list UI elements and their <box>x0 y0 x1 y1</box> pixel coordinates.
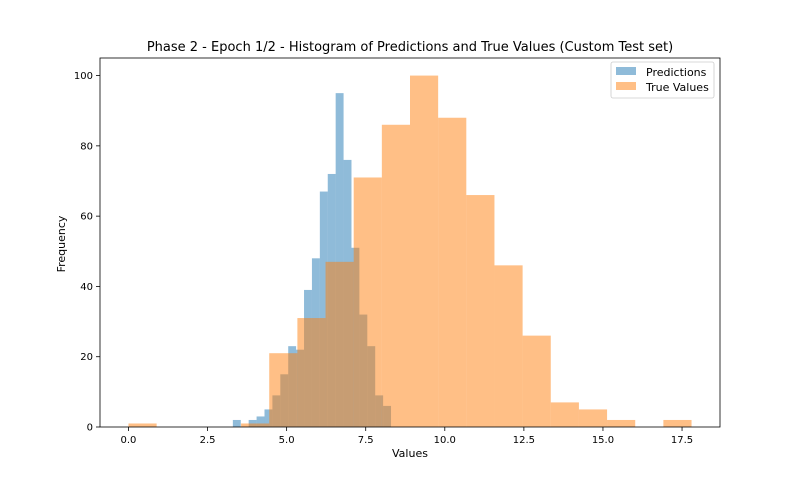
true-values-bar <box>494 265 523 427</box>
predictions-bar <box>319 191 328 427</box>
true-values-bar <box>438 117 467 427</box>
x-tick-label: 2.5 <box>200 435 216 446</box>
x-tick-label: 15.0 <box>592 435 614 446</box>
y-ticks: 0 20 40 60 80 100 <box>74 71 100 434</box>
true-values-bar <box>550 402 579 427</box>
x-tick-label: 7.5 <box>358 435 374 446</box>
true-values-bar <box>381 124 410 428</box>
true-values-bar <box>663 419 692 427</box>
predictions-bar <box>264 409 273 427</box>
true-values-bar <box>607 419 636 427</box>
y-tick-label: 100 <box>74 71 93 82</box>
x-tick-label: 10.0 <box>434 435 456 446</box>
predictions-bar <box>232 419 241 427</box>
y-tick-label: 20 <box>80 352 93 363</box>
true-values-bar <box>578 409 608 427</box>
legend-label-predictions: Predictions <box>646 66 707 79</box>
x-tick-label: 17.5 <box>671 435 693 446</box>
true-values-bar <box>297 318 326 427</box>
plot-frame <box>99 57 721 428</box>
y-tick-label: 80 <box>80 141 93 152</box>
true-values-bar <box>410 75 439 428</box>
bars-layer <box>128 75 692 428</box>
true-values-bar <box>522 335 551 427</box>
y-tick-label: 60 <box>80 212 93 223</box>
y-tick-label: 0 <box>87 423 93 434</box>
y-axis-label: Frequency <box>55 215 68 272</box>
x-axis-label: Values <box>392 447 428 460</box>
x-tick-label: 0.0 <box>121 435 137 446</box>
predictions-bar <box>256 416 265 427</box>
true-values-bar <box>353 177 382 427</box>
legend-frame <box>610 61 715 99</box>
legend: Predictions True Values <box>610 61 715 99</box>
true-values-bar <box>128 423 157 427</box>
x-ticks: 0.0 2.5 5.0 7.5 10.0 12.5 15.0 17.5 <box>121 427 693 446</box>
legend-swatch-predictions <box>616 67 636 75</box>
legend-swatch-true-values <box>616 82 636 90</box>
true-values-bar <box>269 353 298 427</box>
x-tick-label: 12.5 <box>513 435 535 446</box>
legend-label-true-values: True Values <box>645 81 709 94</box>
chart-title: Phase 2 - Epoch 1/2 - Histogram of Predi… <box>147 40 673 55</box>
predictions-bar <box>335 93 344 428</box>
true-values-bar <box>466 195 495 427</box>
x-tick-label: 5.0 <box>279 435 295 446</box>
true-values-bar <box>325 261 354 427</box>
true-values-bar <box>241 423 270 427</box>
y-tick-label: 40 <box>80 282 93 293</box>
